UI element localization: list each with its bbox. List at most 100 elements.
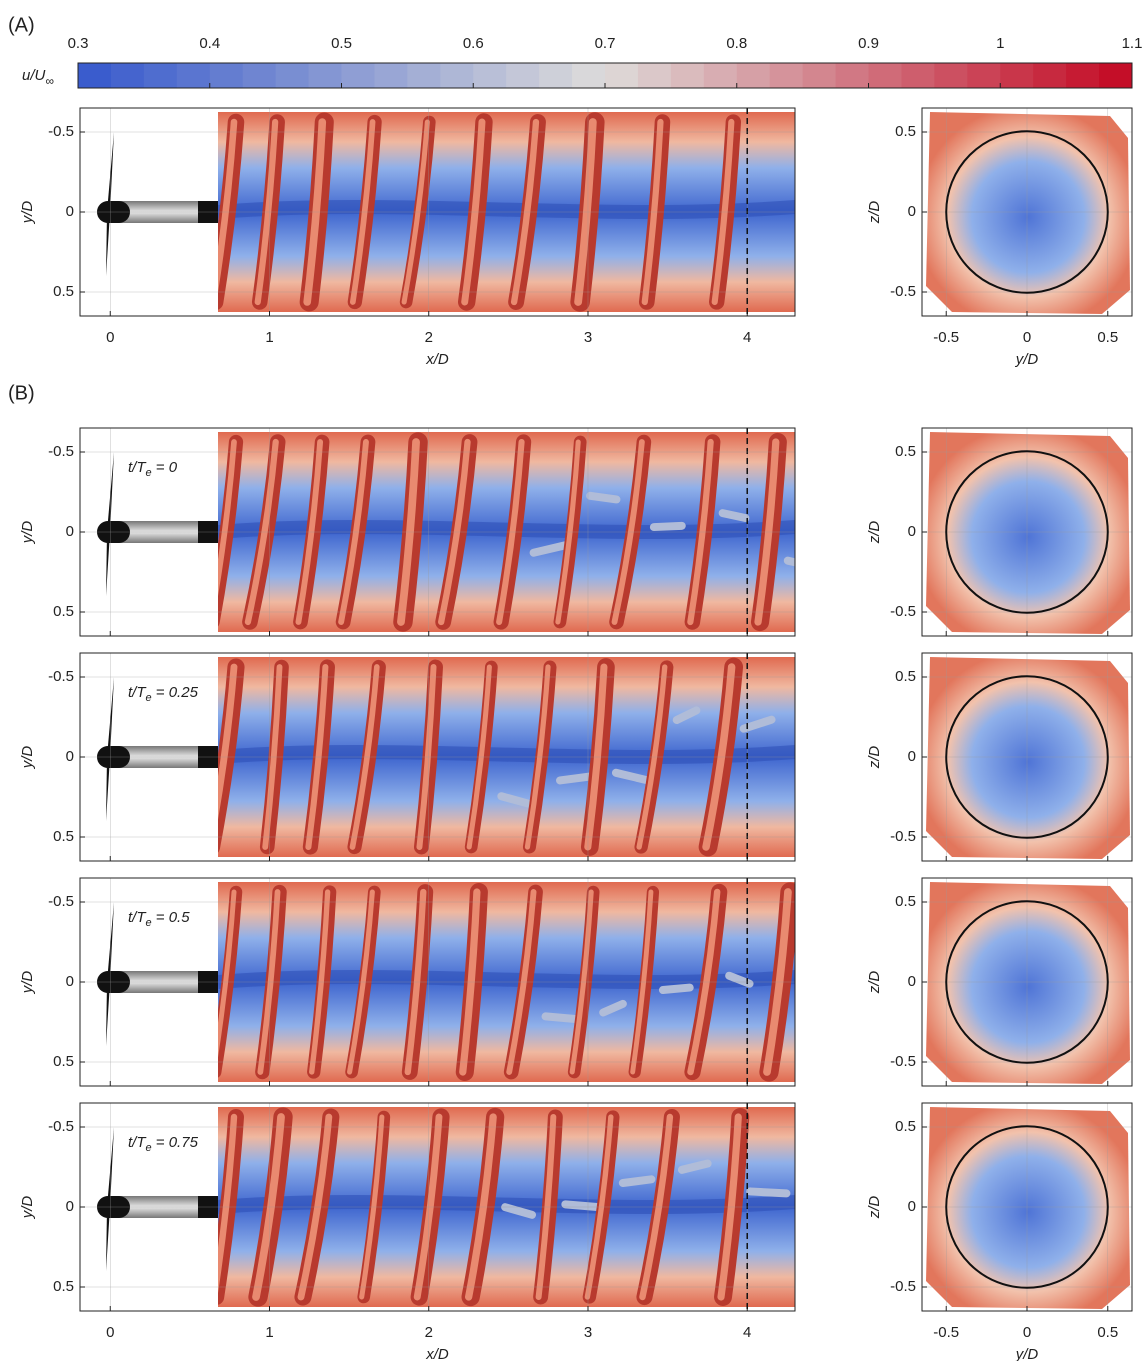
colorbar-step	[967, 63, 1000, 88]
time-label-suffix: = 0.5	[152, 909, 191, 926]
colorbar-step	[836, 63, 869, 88]
cross-x-tick-label: 0.5	[1097, 329, 1118, 346]
hub-vortex	[218, 207, 795, 212]
z-tick-label: -0.5	[890, 828, 916, 845]
y-tick-label: -0.5	[48, 1118, 74, 1135]
panel: -0.500.5y/Dt/Te = 0.25-0.500.5z/D	[19, 653, 1132, 861]
colorbar-label: u/U∞	[22, 67, 54, 88]
cross-field	[926, 1107, 1130, 1309]
z-tick-label: 0	[908, 748, 916, 765]
vortex-debris	[663, 988, 690, 990]
z-tick-label: -0.5	[890, 1053, 916, 1070]
hub-vortex	[218, 752, 795, 757]
colorbar-step	[1099, 63, 1132, 88]
colorbar-step	[671, 63, 704, 88]
time-label: t/Te = 0.5	[128, 909, 190, 929]
colorbar-step	[1000, 63, 1033, 88]
time-label: t/Te = 0.25	[128, 684, 199, 704]
colorbar-step	[78, 63, 111, 88]
figure: (A) (B) u/U∞ 0.30.40.50.60.70.80.911.101…	[0, 0, 1147, 1361]
z-tick-label: -0.5	[890, 1278, 916, 1295]
time-label-prefix: t/T	[128, 684, 147, 701]
colorbar-step	[638, 63, 671, 88]
colorbar-tick-label: 0.8	[726, 35, 747, 52]
colorbar-step	[210, 63, 243, 88]
colorbar-step	[407, 63, 440, 88]
colorbar-step	[111, 63, 144, 88]
vortex-debris	[750, 1191, 786, 1193]
panel-label: (B)	[8, 382, 35, 404]
cross-x-tick-label: 0.5	[1097, 1324, 1118, 1341]
colorbar-step	[539, 63, 572, 88]
cross-x-axis-label: y/D	[1015, 351, 1039, 368]
colorbar-label-main: u/U	[22, 67, 46, 84]
y-tick-label: 0.5	[53, 828, 74, 845]
cross-x-tick-label: -0.5	[933, 1324, 959, 1341]
time-label-prefix: t/T	[128, 909, 147, 926]
y-tick-label: -0.5	[48, 123, 74, 140]
colorbar-step	[473, 63, 506, 88]
y-axis-label: y/D	[19, 201, 36, 225]
cross-x-tick-label: -0.5	[933, 329, 959, 346]
x-tick-label: 1	[265, 1324, 273, 1341]
vortex-debris	[590, 496, 616, 500]
colorbar-step	[770, 63, 803, 88]
colorbar-step	[869, 63, 902, 88]
colorbar-tick-label: 0.7	[595, 35, 616, 52]
colorbar-step	[374, 63, 407, 88]
y-tick-label: 0	[66, 203, 74, 220]
colorbar-tick-label: 0.6	[463, 35, 484, 52]
colorbar-step	[1066, 63, 1099, 88]
colorbar-step	[572, 63, 605, 88]
colorbar-step	[737, 63, 770, 88]
cross-field	[926, 432, 1130, 634]
y-tick-label: 0.5	[53, 1278, 74, 1295]
z-tick-label: 0.5	[895, 1118, 916, 1135]
y-axis-label: y/D	[19, 746, 36, 770]
y-tick-label: 0	[66, 748, 74, 765]
cross-field	[926, 882, 1130, 1084]
vortex-debris	[546, 1016, 578, 1019]
z-tick-label: 0.5	[895, 893, 916, 910]
z-tick-label: -0.5	[890, 283, 916, 300]
z-axis-label: z/D	[866, 971, 883, 995]
x-tick-label: 2	[425, 329, 433, 346]
y-tick-label: -0.5	[48, 893, 74, 910]
time-label-suffix: = 0.75	[152, 1134, 199, 1151]
z-axis-label: z/D	[866, 521, 883, 545]
z-tick-label: -0.5	[890, 603, 916, 620]
colorbar-step	[243, 63, 276, 88]
z-axis-label: z/D	[866, 1196, 883, 1220]
y-tick-label: 0.5	[53, 1053, 74, 1070]
x-tick-label: 1	[265, 329, 273, 346]
panel: -0.500.5y/Dt/Te = 0.5-0.500.5z/D	[19, 878, 1132, 1086]
x-axis-label: x/D	[425, 1346, 449, 1361]
panel-label: (A)	[8, 14, 35, 36]
x-axis-label: x/D	[425, 351, 449, 368]
colorbar-step	[704, 63, 737, 88]
x-tick-label: 3	[584, 1324, 592, 1341]
time-label-suffix: = 0.25	[152, 684, 199, 701]
z-tick-label: 0.5	[895, 443, 916, 460]
colorbar-step	[1033, 63, 1066, 88]
vortex-debris	[800, 996, 827, 1005]
y-axis-label: y/D	[19, 1196, 36, 1220]
y-tick-label: 0.5	[53, 603, 74, 620]
y-tick-label: 0	[66, 523, 74, 540]
z-tick-label: 0.5	[895, 123, 916, 140]
z-tick-label: 0.5	[895, 668, 916, 685]
colorbar-step	[342, 63, 375, 88]
colorbar-step	[276, 63, 309, 88]
time-label-prefix: t/T	[128, 459, 147, 476]
cross-x-tick-label: 0	[1023, 1324, 1031, 1341]
cross-x-tick-label: 0	[1023, 329, 1031, 346]
time-label: t/Te = 0	[128, 459, 178, 479]
z-tick-label: 0	[908, 973, 916, 990]
x-tick-label: 2	[425, 1324, 433, 1341]
vortex-debris	[654, 526, 682, 527]
z-axis-label: z/D	[866, 746, 883, 770]
cross-x-axis-label: y/D	[1015, 1346, 1039, 1361]
panel: -0.500.5y/Dt/Te = 0-0.500.5z/D	[19, 428, 1132, 636]
